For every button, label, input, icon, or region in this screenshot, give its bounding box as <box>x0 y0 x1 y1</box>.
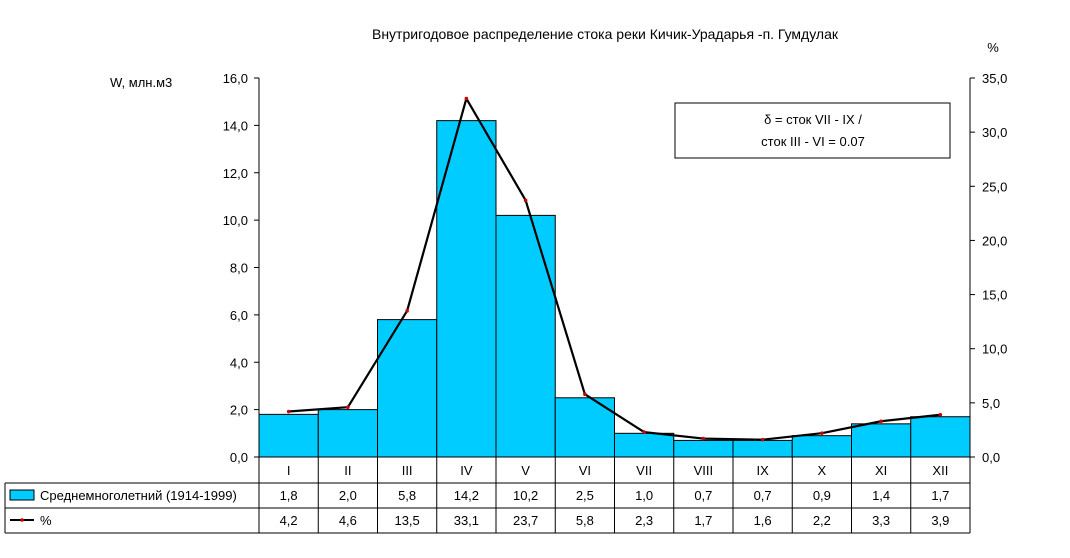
bar-value-label-VI: 2,5 <box>576 488 594 503</box>
percent-value-label-II: 4,6 <box>339 513 357 528</box>
bar-value-label-II: 2,0 <box>339 488 357 503</box>
left-tick-label: 4,0 <box>230 355 248 370</box>
right-tick-label: 35,0 <box>982 71 1007 86</box>
percent-point-VIII <box>701 436 706 441</box>
bar-III <box>377 319 438 458</box>
chart-title: Внутригодовое распределение стока реки К… <box>372 26 839 42</box>
percent-value-label-XII: 3,9 <box>931 513 949 528</box>
bar-II <box>317 409 378 458</box>
x-tick-label-X: X <box>818 463 827 478</box>
right-tick-label: 25,0 <box>982 179 1007 194</box>
percent-line <box>288 97 941 441</box>
percent-point-IV <box>464 96 469 101</box>
left-tick-label: 0,0 <box>230 450 248 465</box>
bar-value-label-XI: 1,4 <box>872 488 890 503</box>
percent-value-label-X: 2,2 <box>813 513 831 528</box>
x-tick-label-XII: XII <box>932 463 948 478</box>
percent-point-II <box>346 405 350 409</box>
right-axis-label: % <box>987 40 999 55</box>
bar-VIII <box>673 439 734 458</box>
percent-line-layer <box>286 96 943 442</box>
bar-V <box>495 214 556 458</box>
data-table: I 1,8 4,2 II 2,0 4,6 III 5,8 13,5 IV 14,2 33,1 V 10,2… <box>4 457 971 534</box>
left-axis-label: W, млн.м3 <box>110 75 172 90</box>
legend-label-bar: Среднемноголетний (1914-1999) <box>40 488 237 503</box>
percent-value-label-I: 4,2 <box>280 513 298 528</box>
right-tick-label: 0,0 <box>982 450 1000 465</box>
x-tick-label-II: II <box>344 463 351 478</box>
left-tick-label: 10,0 <box>223 213 248 228</box>
legend-label-line: % <box>40 513 52 528</box>
x-tick-label-VI: VI <box>579 463 591 478</box>
percent-value-label-IV: 33,1 <box>454 513 479 528</box>
right-tick-label: 10,0 <box>982 342 1007 357</box>
percent-point-XI <box>879 419 883 424</box>
bar-value-label-VII: 1,0 <box>635 488 653 503</box>
percent-point-IX <box>760 437 765 442</box>
x-tick-label-IX: IX <box>756 463 769 478</box>
legend-swatch-point <box>20 518 24 522</box>
percent-value-label-IX: 1,6 <box>754 513 772 528</box>
annotation-line-2: сток III - VI = 0.07 <box>761 134 865 149</box>
left-tick-label: 12,0 <box>223 166 248 181</box>
bar-value-label-X: 0,9 <box>813 488 831 503</box>
bar-X <box>791 435 852 458</box>
x-tick-label-VII: VII <box>636 463 652 478</box>
bar-value-label-IX: 0,7 <box>754 488 772 503</box>
bar-IV <box>436 120 497 458</box>
percent-point-I <box>286 409 291 414</box>
bar-VII <box>614 432 675 458</box>
annotation-line-1: δ = сток VII - IX / <box>764 112 862 127</box>
right-tick-label: 20,0 <box>982 233 1007 248</box>
x-tick-label-III: III <box>402 463 413 478</box>
bar-value-label-V: 10,2 <box>513 488 538 503</box>
bar-value-label-IV: 14,2 <box>454 488 479 503</box>
bar-XI <box>851 423 912 458</box>
left-tick-label: 8,0 <box>230 261 248 276</box>
bar-XII <box>910 416 971 458</box>
percent-point-XII <box>938 412 943 417</box>
percent-value-label-III: 13,5 <box>394 513 419 528</box>
x-tick-label-I: I <box>287 463 291 478</box>
percent-value-label-VI: 5,8 <box>576 513 594 528</box>
bar-value-label-I: 1,8 <box>280 488 298 503</box>
x-tick-label-XI: XI <box>875 463 887 478</box>
percent-point-X <box>820 431 824 435</box>
percent-point-V <box>523 198 528 203</box>
left-tick-label: 6,0 <box>230 308 248 323</box>
percent-value-label-VIII: 1,7 <box>694 513 712 528</box>
x-tick-label-V: V <box>521 463 530 478</box>
percent-point-VI <box>583 392 587 396</box>
x-tick-label-IV: IV <box>460 463 473 478</box>
bar-IX <box>732 439 793 458</box>
right-tick-label: 15,0 <box>982 288 1007 303</box>
percent-point-VII <box>642 430 646 434</box>
annotation-box <box>674 102 951 159</box>
left-tick-label: 14,0 <box>223 118 248 133</box>
percent-value-label-XI: 3,3 <box>872 513 890 528</box>
bars-layer <box>258 120 971 458</box>
bar-value-label-XII: 1,7 <box>931 488 949 503</box>
legend-swatch-bar <box>9 489 35 501</box>
x-tick-label-VIII: VIII <box>694 463 714 478</box>
bar-value-label-VIII: 0,7 <box>694 488 712 503</box>
percent-point-III <box>405 309 409 313</box>
percent-value-label-V: 23,7 <box>513 513 538 528</box>
right-tick-label: 5,0 <box>982 396 1000 411</box>
right-tick-label: 30,0 <box>982 125 1007 140</box>
bar-I <box>258 413 319 458</box>
bar-value-label-III: 5,8 <box>398 488 416 503</box>
left-tick-label: 16,0 <box>223 71 248 86</box>
percent-value-label-VII: 2,3 <box>635 513 653 528</box>
left-tick-label: 2,0 <box>230 403 248 418</box>
